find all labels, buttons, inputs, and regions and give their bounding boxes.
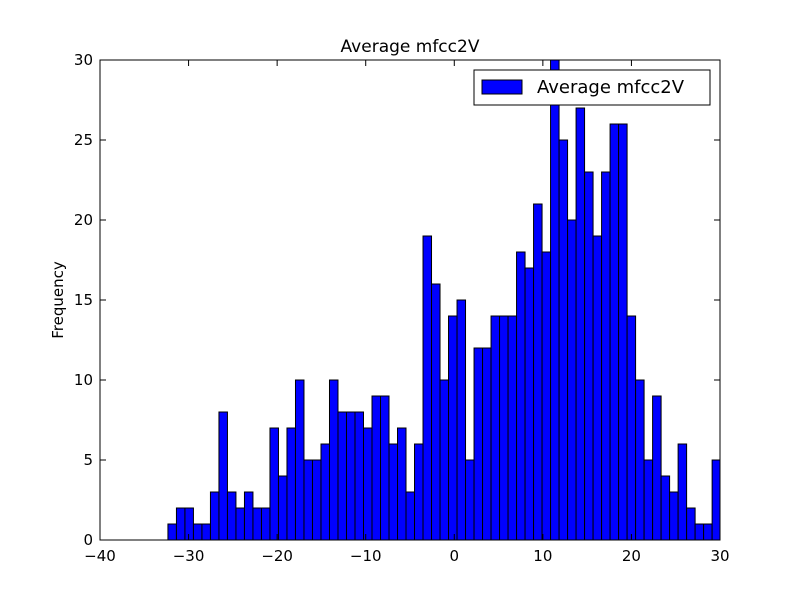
- histogram-bar: [524, 267, 535, 541]
- y-axis-label: Frequency: [49, 261, 67, 339]
- x-tick-label: 0: [450, 547, 460, 565]
- histogram-bar: [575, 107, 586, 541]
- x-tick-label: 10: [533, 547, 552, 565]
- x-tick-label: −40: [84, 547, 116, 565]
- histogram-bar: [294, 379, 305, 541]
- histogram-bar: [371, 395, 381, 541]
- histogram-bar: [473, 347, 484, 541]
- x-tick-label: 20: [622, 547, 641, 565]
- legend-label: Average mfcc2V: [537, 77, 685, 98]
- histogram-bar: [592, 235, 603, 541]
- histogram-bar: [320, 443, 330, 541]
- x-tick-label: −10: [350, 547, 382, 565]
- histogram-bar: [626, 315, 637, 541]
- histogram-bar: [422, 235, 433, 541]
- histogram-bar: [558, 139, 569, 541]
- histogram-bar: [694, 523, 705, 541]
- histogram-bar: [243, 491, 254, 541]
- histogram-bar: [669, 491, 679, 541]
- histogram-bar: [209, 491, 220, 541]
- histogram-bar: [277, 475, 288, 541]
- histogram-bar: [490, 315, 501, 541]
- y-tick-label: 15: [74, 291, 93, 309]
- legend: Average mfcc2V: [473, 69, 711, 106]
- histogram-bar: [337, 411, 347, 541]
- histogram-bar: [397, 427, 407, 541]
- histogram-bar: [711, 459, 721, 541]
- y-tick-label: 0: [83, 531, 93, 549]
- histogram-bar: [584, 171, 594, 541]
- y-tick-label: 30: [74, 51, 93, 69]
- tick-labels-layer: −40 −30 −20 −10 0 10 20 30 0 5 10 15 20 25 30: [74, 51, 730, 565]
- histogram-bar: [550, 59, 560, 541]
- histogram-bar: [431, 283, 441, 541]
- histogram-bar: [499, 315, 509, 541]
- histogram-bar: [635, 379, 645, 541]
- histogram-bar: [677, 443, 688, 541]
- x-tick-label: −30: [173, 547, 205, 565]
- histogram-bar: [192, 523, 203, 541]
- histogram-bar: [567, 219, 577, 541]
- x-tick-label: 30: [710, 547, 729, 565]
- histogram-bar: [380, 395, 390, 541]
- chart-title: Average mfcc2V: [341, 37, 480, 57]
- histogram-bar: [269, 427, 279, 541]
- y-tick-label: 20: [74, 211, 93, 229]
- histogram-bar: [686, 507, 696, 541]
- histogram-bar: [465, 459, 475, 541]
- histogram-bar: [218, 411, 228, 541]
- histogram-bar: [286, 427, 296, 541]
- histogram-bar: [328, 379, 339, 541]
- histogram-bar: [448, 315, 458, 541]
- histogram-bar: [439, 379, 450, 541]
- histogram-bar: [609, 123, 620, 541]
- histogram-bar: [405, 491, 416, 541]
- histogram-bar: [345, 411, 356, 541]
- ticks-layer: [99, 59, 721, 541]
- histogram-bar: [235, 507, 245, 541]
- histogram-bar: [601, 171, 611, 541]
- histogram-bar: [363, 427, 373, 541]
- histogram-bar: [703, 523, 713, 541]
- y-tick-label: 10: [74, 371, 93, 389]
- histogram-bar: [175, 507, 186, 541]
- histogram-bar: [507, 315, 518, 541]
- histogram-bar: [643, 459, 654, 541]
- histogram-bar: [252, 507, 262, 541]
- histogram-bar: [652, 395, 662, 541]
- histogram-bar: [533, 203, 543, 541]
- legend-swatch: [481, 79, 523, 95]
- histogram-bar: [388, 443, 399, 541]
- histogram-bar: [260, 507, 271, 541]
- histogram-bar: [482, 347, 492, 541]
- histogram-bar: [456, 299, 467, 541]
- x-tick-label: −20: [261, 547, 293, 565]
- histogram-bar: [201, 523, 211, 541]
- histogram-bar: [414, 443, 424, 541]
- y-tick-label: 25: [74, 131, 93, 149]
- histogram-bar: [167, 523, 177, 541]
- y-tick-label: 5: [83, 451, 93, 469]
- bars-layer: [167, 59, 721, 541]
- histogram-bar: [303, 459, 313, 541]
- histogram-bar: [541, 251, 552, 541]
- histogram-bar: [184, 507, 194, 541]
- histogram-bar: [660, 475, 671, 541]
- histogram-bar: [354, 411, 364, 541]
- histogram-bar: [311, 459, 322, 541]
- histogram-bar: [618, 123, 628, 541]
- histogram-bar: [516, 251, 526, 541]
- histogram-bar: [226, 491, 237, 541]
